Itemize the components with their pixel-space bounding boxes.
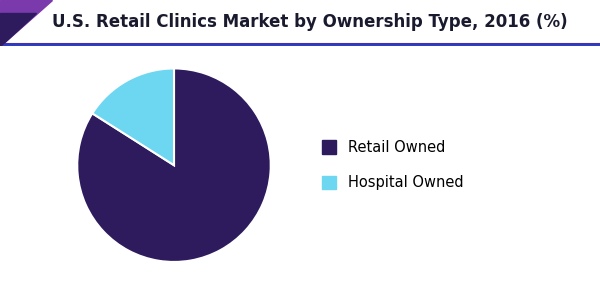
Polygon shape bbox=[0, 13, 36, 46]
Text: U.S. Retail Clinics Market by Ownership Type, 2016 (%): U.S. Retail Clinics Market by Ownership … bbox=[52, 13, 568, 31]
Polygon shape bbox=[0, 0, 52, 46]
Wedge shape bbox=[77, 68, 271, 262]
Wedge shape bbox=[92, 68, 174, 165]
Legend: Retail Owned, Hospital Owned: Retail Owned, Hospital Owned bbox=[322, 140, 463, 190]
